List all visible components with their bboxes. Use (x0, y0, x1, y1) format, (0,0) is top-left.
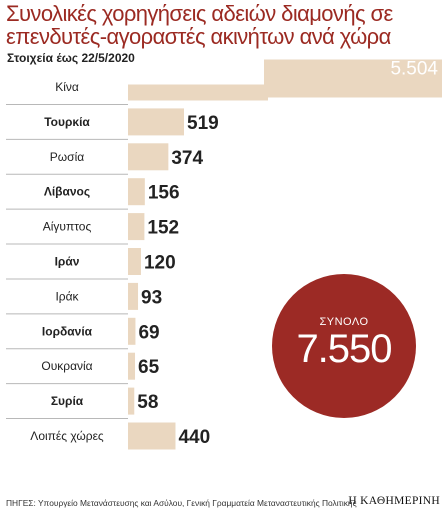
value-label: 65 (138, 357, 160, 378)
bar (128, 352, 136, 380)
bar (128, 248, 141, 275)
category-label: Κίνα (55, 80, 79, 94)
bar (128, 282, 139, 310)
chart-subtitle: Στοιχεία έως 22/5/2020 (7, 51, 135, 65)
category-label: Ρωσία (50, 150, 84, 164)
bar-chart: Κίνα 5.504 Τουρκία 519 Ρωσία 374 Λίβανος 156 Αίγ… (6, 59, 442, 450)
value-label: 69 (138, 322, 159, 343)
bar-segment (264, 84, 268, 101)
bar (128, 422, 176, 450)
chart-title: Συνολικές χορηγήσεις αδειών διαμονής σε … (6, 1, 393, 49)
value-label: 519 (187, 113, 219, 134)
category-label: Συρία (51, 394, 84, 408)
bar (128, 317, 136, 345)
category-label: Τουρκία (44, 115, 90, 129)
bar-segment (128, 84, 268, 101)
bar (128, 143, 169, 171)
total-value: 7.550 (296, 327, 392, 371)
sources-note: ΠΗΓΕΣ: Υπουργείο Μετανάστευσης και Ασύλο… (6, 498, 357, 508)
value-label: 374 (171, 148, 203, 169)
category-label: Ιράκ (55, 289, 79, 303)
bar (128, 108, 185, 136)
publisher-logo: Η ΚΑΘΗΜΕΡΙΝΗ (348, 495, 440, 507)
bar (128, 213, 145, 241)
value-label: 156 (148, 183, 180, 204)
bar (128, 59, 442, 101)
value-label: 5.504 (390, 59, 438, 80)
category-label: Ιορδανία (42, 324, 93, 338)
value-label: 58 (137, 392, 158, 413)
value-label: 152 (147, 218, 179, 239)
category-label: Λοιπές χώρες (30, 429, 104, 443)
category-label: Ιράν (55, 255, 80, 269)
value-label: 93 (141, 287, 162, 308)
category-label: Λίβανος (44, 185, 90, 199)
bar (128, 178, 145, 206)
category-label: Ουκρανία (41, 359, 92, 373)
bar-segment (264, 59, 442, 98)
value-label: 120 (144, 253, 176, 274)
value-label: 440 (178, 427, 210, 448)
category-label: Αίγυπτος (43, 220, 92, 234)
total-badge: ΣΥΝΟΛΟ 7.550 (272, 274, 416, 418)
total-label: ΣΥΝΟΛΟ (319, 316, 369, 328)
bar (128, 387, 135, 415)
